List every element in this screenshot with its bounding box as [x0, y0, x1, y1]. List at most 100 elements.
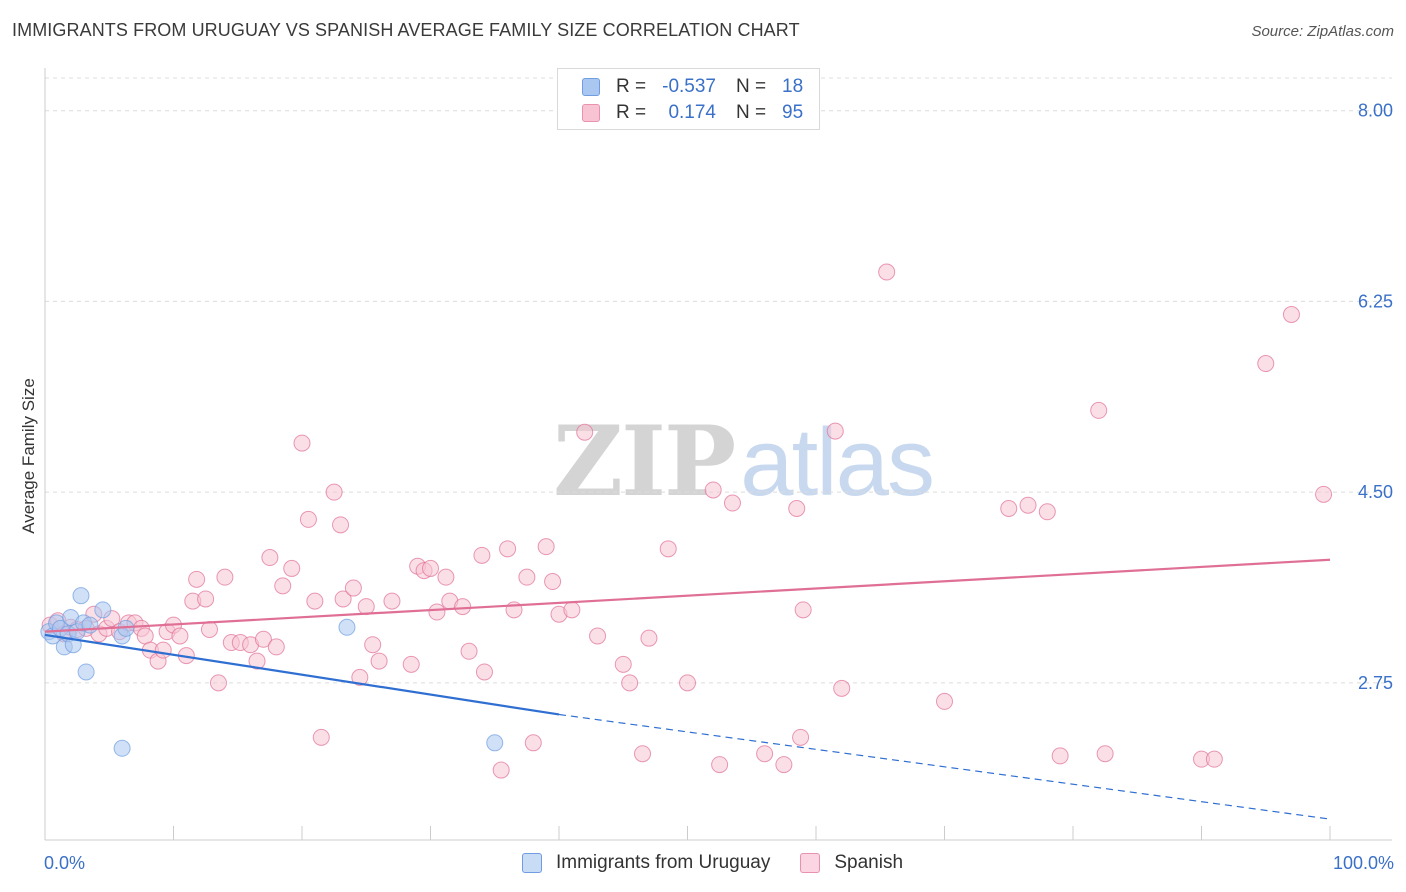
legend-r-value: 0.174 — [668, 102, 716, 123]
legend-r-label: R = — [616, 102, 647, 123]
point-spanish — [640, 629, 658, 647]
point-spanish — [621, 674, 639, 692]
point-spanish — [357, 598, 375, 616]
legend-item-spanish: Spanish — [800, 852, 903, 874]
point-spanish — [1000, 499, 1018, 517]
point-spanish — [200, 620, 218, 638]
point-spanish — [634, 745, 652, 763]
point-spanish — [826, 422, 844, 440]
point-spanish — [274, 577, 292, 595]
y-tick-label: 4.50 — [1358, 482, 1393, 502]
trend-line-uruguay — [44, 633, 560, 716]
y-tick-label: 6.25 — [1358, 291, 1393, 311]
point-spanish — [475, 663, 493, 681]
point-spanish — [1257, 355, 1275, 373]
source-label: Source: ZipAtlas.com — [1251, 23, 1394, 40]
point-spanish — [306, 592, 324, 610]
correlation-legend: R = -0.537 N = 18 R = 0.174 N = 95 — [557, 68, 820, 130]
point-spanish — [437, 568, 455, 586]
point-spanish — [171, 627, 189, 645]
point-spanish — [936, 692, 953, 710]
point-spanish — [197, 590, 215, 608]
point-spanish — [428, 603, 446, 621]
trend-line-uruguay-extension — [558, 713, 1331, 820]
legend-n-value: 95 — [782, 102, 804, 123]
point-spanish — [299, 510, 317, 528]
point-spanish — [711, 756, 729, 774]
point-spanish — [209, 674, 227, 692]
legend-item-uruguay: Immigrants from Uruguay — [522, 852, 770, 874]
legend-swatch-spanish — [800, 853, 821, 873]
point-spanish — [1019, 496, 1037, 514]
point-spanish — [422, 559, 439, 577]
point-spanish — [261, 549, 279, 567]
point-spanish — [370, 652, 388, 670]
point-spanish — [589, 627, 607, 645]
point-spanish — [524, 734, 542, 752]
point-spanish — [723, 494, 741, 512]
point-uruguay — [113, 739, 131, 757]
point-spanish — [576, 423, 594, 441]
point-spanish — [788, 499, 806, 517]
point-spanish — [1205, 750, 1223, 768]
point-spanish — [1315, 485, 1333, 503]
point-spanish — [499, 540, 517, 558]
series-legend: Immigrants from Uruguay Spanish — [522, 852, 933, 874]
legend-n-label: N = — [736, 102, 767, 123]
point-spanish — [1090, 401, 1108, 419]
y-tick-label: 8.00 — [1358, 101, 1393, 121]
axes — [44, 68, 1392, 841]
series-spanish-points — [41, 263, 1333, 779]
point-spanish — [383, 592, 401, 610]
point-spanish — [1096, 745, 1114, 763]
legend-label-uruguay: Immigrants from Uruguay — [556, 852, 771, 873]
point-spanish — [332, 516, 350, 534]
point-spanish — [344, 579, 362, 597]
grid-lines — [45, 77, 1392, 684]
point-spanish — [267, 638, 285, 656]
legend-swatch-uruguay — [582, 78, 600, 96]
point-spanish — [614, 655, 632, 673]
point-spanish — [325, 483, 343, 501]
watermark: ZIPatlas — [553, 405, 935, 518]
point-uruguay — [338, 618, 356, 636]
y-tick-label: 2.75 — [1358, 673, 1393, 693]
point-spanish — [364, 636, 382, 654]
point-spanish — [659, 540, 677, 558]
point-spanish — [254, 630, 272, 648]
point-spanish — [283, 559, 301, 577]
point-uruguay — [94, 601, 112, 619]
point-spanish — [1051, 747, 1069, 765]
point-spanish — [544, 573, 562, 591]
point-spanish — [537, 538, 555, 556]
point-spanish — [312, 728, 330, 746]
point-spanish — [293, 434, 311, 452]
point-spanish — [402, 655, 420, 673]
point-spanish — [460, 642, 478, 660]
legend-swatch-uruguay — [522, 853, 542, 873]
point-spanish — [878, 263, 896, 281]
point-spanish — [473, 546, 491, 564]
point-spanish — [334, 590, 352, 608]
point-spanish — [248, 652, 266, 670]
legend-n-value: 18 — [782, 76, 804, 97]
x-tick-label-max: 100.0% — [1333, 853, 1394, 873]
point-spanish — [1282, 305, 1300, 323]
point-spanish — [775, 756, 793, 774]
legend-label-spanish: Spanish — [834, 852, 904, 873]
legend-r-label: R = — [616, 76, 647, 97]
legend-r-value: -0.537 — [662, 76, 716, 97]
point-spanish — [563, 601, 581, 619]
point-spanish — [794, 601, 812, 619]
point-spanish — [351, 668, 369, 686]
axis-labels: 2.75 4.50 6.25 8.00 0.0% 100.0% Average Family… — [19, 101, 1394, 873]
point-uruguay — [81, 616, 99, 634]
x-tick-label-min: 0.0% — [44, 853, 85, 873]
point-uruguay — [77, 663, 95, 681]
point-spanish — [1038, 503, 1056, 521]
point-spanish — [756, 745, 774, 763]
point-spanish — [454, 598, 472, 616]
legend-row-uruguay: R = -0.537 N = 18 — [582, 74, 803, 100]
point-spanish — [518, 568, 536, 586]
